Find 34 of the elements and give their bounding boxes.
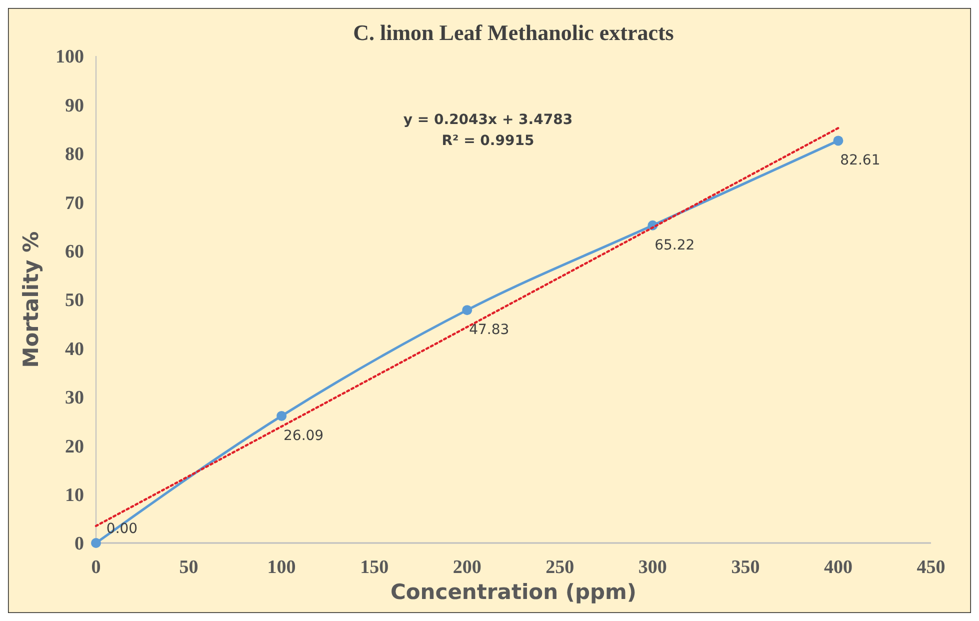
data-label: 47.83 — [469, 322, 510, 338]
y-tick-label: 20 — [65, 436, 84, 458]
x-tick-label: 350 — [731, 557, 760, 578]
data-label: 65.22 — [654, 237, 695, 254]
x-tick-label: 100 — [267, 557, 296, 578]
x-tick-label: 200 — [452, 557, 482, 578]
chart-title: C. limon Leaf Methanolic extracts — [353, 20, 674, 45]
y-tick-label: 60 — [65, 241, 84, 262]
x-tick-label: 300 — [638, 557, 667, 578]
x-tick-label: 250 — [546, 557, 574, 578]
y-tick-label: 70 — [65, 192, 84, 214]
x-tick-label: 400 — [824, 557, 852, 578]
point — [91, 538, 101, 548]
data-label: 82.61 — [840, 152, 880, 169]
y-tick-label: 90 — [65, 95, 84, 116]
y-tick-label: 10 — [65, 484, 84, 506]
x-axis-title: Concentration (ppm) — [390, 580, 637, 604]
y-axis-title: Mortality % — [19, 231, 43, 368]
y-tick-label: 100 — [56, 46, 84, 68]
annotation: R² = 0.9915 — [442, 133, 534, 149]
y-tick-label: 50 — [65, 290, 84, 312]
data-label: 26.09 — [284, 428, 324, 444]
x-tick-label: 450 — [916, 557, 946, 578]
point — [833, 136, 844, 146]
point — [462, 305, 472, 316]
x-tick-label: 50 — [179, 557, 198, 578]
y-tick-label: 40 — [65, 338, 84, 360]
y-tick-label: 80 — [65, 144, 84, 166]
y-tick-label: 30 — [65, 388, 84, 409]
x-tick-label: 0 — [91, 557, 101, 578]
x-tick-label: 150 — [360, 557, 389, 578]
y-tick-label: 0 — [74, 534, 84, 555]
point — [276, 410, 287, 421]
annotation: y = 0.2043x + 3.4783 — [403, 112, 573, 128]
